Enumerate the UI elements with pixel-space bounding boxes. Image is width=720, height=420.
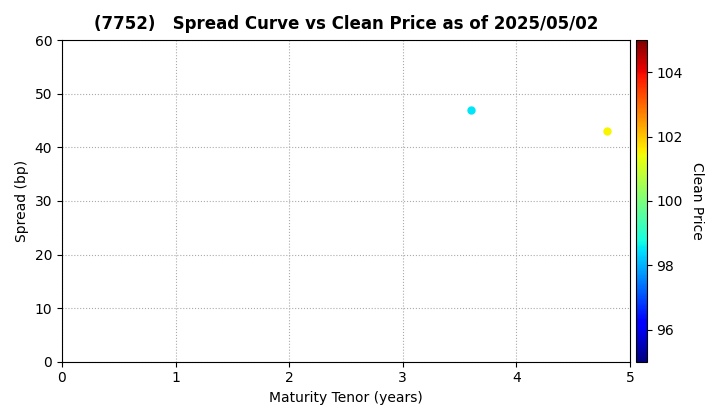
Y-axis label: Spread (bp): Spread (bp) — [15, 160, 29, 242]
Point — [465, 106, 477, 113]
X-axis label: Maturity Tenor (years): Maturity Tenor (years) — [269, 391, 423, 405]
Point — [602, 128, 613, 134]
Title: (7752)   Spread Curve vs Clean Price as of 2025/05/02: (7752) Spread Curve vs Clean Price as of… — [94, 15, 598, 33]
Y-axis label: Clean Price: Clean Price — [690, 162, 703, 240]
